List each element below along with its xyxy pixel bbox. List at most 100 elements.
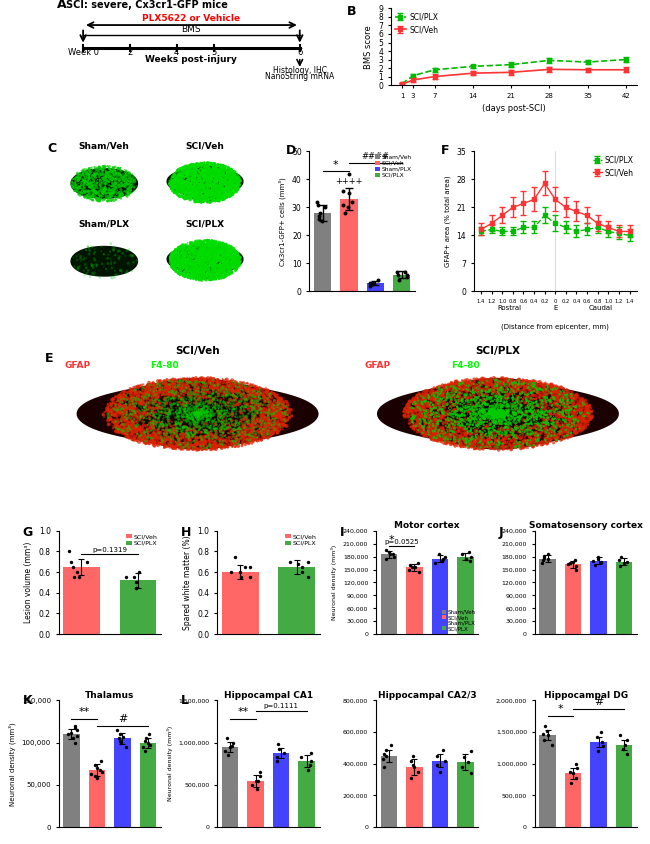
Point [148,414,158,427]
Point [227,175,237,188]
Point [172,436,182,450]
Point [460,434,470,447]
Point [431,427,441,441]
Point [144,389,154,403]
Point [209,271,220,284]
Point [217,174,228,187]
Point [248,422,259,436]
Point [542,379,552,392]
Point [189,268,200,281]
Point [128,403,138,417]
Point [144,407,155,420]
Point [539,390,549,403]
Point [302,763,313,776]
Point [170,381,181,394]
Point [138,391,149,404]
Point [567,413,578,426]
Point [187,441,198,455]
Point [93,194,103,208]
Point [103,405,113,419]
Point [549,401,559,414]
Point [142,379,152,392]
Point [123,430,133,443]
Point [248,413,259,426]
Point [190,165,200,178]
Point [554,400,564,414]
Point [436,387,447,400]
Point [250,431,260,445]
Point [224,241,235,254]
Point [513,437,523,451]
Point [493,407,504,420]
Point [247,403,257,416]
Point [216,174,226,187]
Point [478,415,489,429]
Point [185,160,195,173]
Point [205,386,215,399]
Point [168,170,179,183]
Point [269,419,280,432]
Point [198,236,209,250]
Point [186,266,196,279]
Point [526,386,537,399]
Point [502,408,512,421]
Point [178,258,188,272]
Point [162,418,173,431]
Point [415,413,425,426]
Point [198,193,208,207]
Point [264,416,274,430]
Point [240,424,250,437]
Point [189,262,200,276]
Point [125,175,136,188]
Point [169,176,179,190]
Point [133,392,144,406]
Point [69,182,79,196]
Point [203,438,214,452]
Point [209,247,220,261]
Point [512,382,523,396]
Point [166,374,176,387]
Point [98,168,108,181]
Point [96,180,106,193]
Point [182,190,192,203]
Point [280,414,291,428]
Point [493,420,504,434]
Point [460,429,470,442]
Point [214,251,225,264]
Point [487,373,497,387]
Point [229,181,240,195]
Point [193,193,203,207]
Point [171,170,181,183]
Point [242,429,252,442]
Point [218,426,228,440]
Point [211,381,221,394]
Point [558,403,568,416]
Point [434,404,444,418]
Point [194,164,204,177]
Point [270,423,281,436]
Point [83,175,94,188]
Point [208,182,218,196]
Point [205,421,215,435]
Point [231,431,242,445]
Point [176,259,187,273]
Point [222,191,232,204]
Point [261,385,272,398]
Point [213,170,224,184]
Point [124,176,135,190]
Point [262,427,272,441]
Point [117,410,127,424]
Point [209,379,219,392]
Point [484,405,495,419]
Point [233,178,243,192]
Point [148,406,158,419]
Point [172,383,182,397]
Point [202,247,212,261]
Point [164,403,174,416]
Point [489,371,499,385]
Point [168,251,178,264]
Point [195,169,205,182]
Point [220,254,230,268]
Point [140,403,151,416]
Point [185,402,196,415]
